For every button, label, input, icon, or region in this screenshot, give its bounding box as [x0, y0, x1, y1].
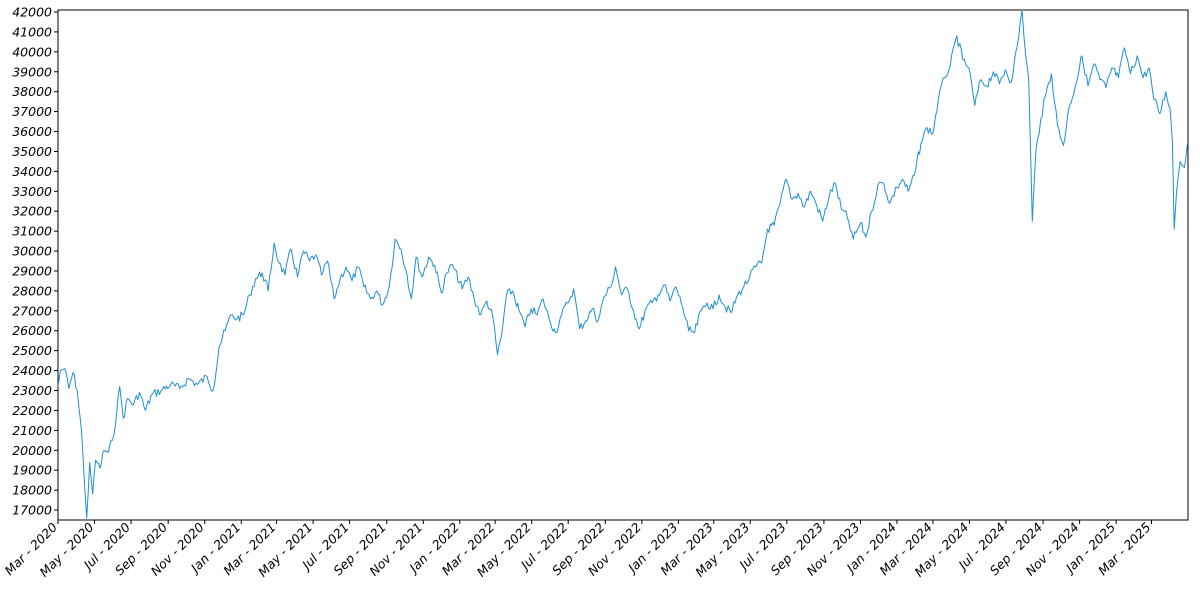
y-tick-label: 33000 [12, 184, 52, 199]
y-tick-label: 39000 [12, 64, 52, 79]
y-tick-label: 18000 [12, 483, 52, 498]
y-tick-label: 37000 [12, 104, 52, 119]
y-tick-label: 19000 [12, 463, 52, 478]
y-tick-label: 36000 [12, 124, 52, 139]
y-tick-label: 28000 [12, 283, 52, 298]
y-tick-label: 40000 [12, 44, 52, 59]
y-tick-label: 27000 [12, 303, 52, 318]
series-line [57, 9, 1188, 519]
y-tick-label: 25000 [12, 343, 52, 358]
y-tick-label: 42000 [12, 4, 52, 19]
y-tick-label: 34000 [12, 164, 52, 179]
y-tick-label: 26000 [12, 323, 52, 338]
y-tick-label: 22000 [12, 403, 52, 418]
y-tick-label: 17000 [12, 503, 52, 518]
y-tick-label: 21000 [12, 423, 52, 438]
y-tick-label: 31000 [12, 224, 52, 239]
y-tick-label: 32000 [12, 204, 52, 219]
y-tick-label: 24000 [12, 363, 52, 378]
y-tick-label: 23000 [12, 383, 52, 398]
y-axis: 17000 18000 19000 20000 21000 22000 23000 24000… [12, 4, 58, 518]
y-tick-label: 30000 [12, 244, 52, 259]
y-tick-label: 38000 [12, 84, 52, 99]
y-tick-label: 41000 [12, 24, 52, 39]
y-tick-label: 20000 [12, 443, 52, 458]
plot-area [57, 9, 1189, 521]
y-tick-label: 29000 [12, 263, 52, 278]
y-tick-label: 35000 [12, 144, 52, 159]
